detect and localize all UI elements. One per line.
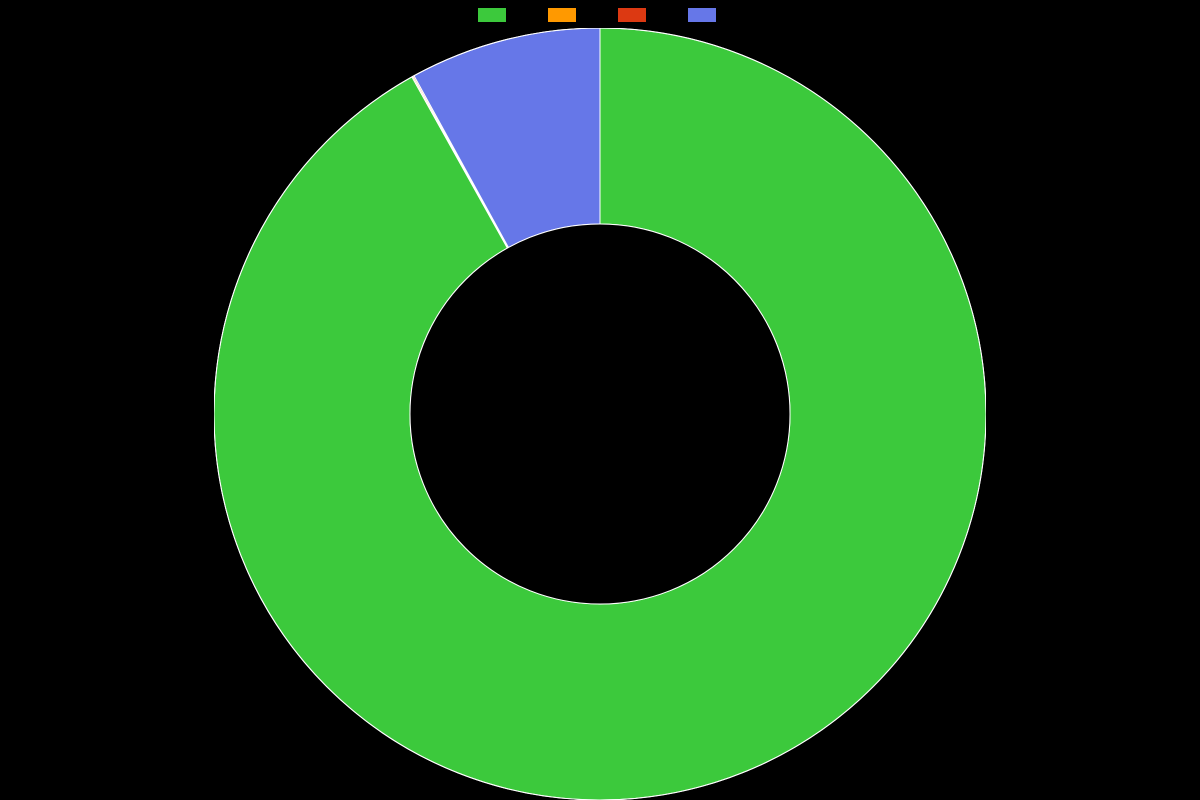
legend-swatch-1 (548, 8, 576, 22)
donut-chart (0, 0, 1200, 800)
donut-hole (410, 224, 790, 604)
legend-item-2[interactable] (618, 8, 652, 22)
legend-swatch-2 (618, 8, 646, 22)
legend-swatch-3 (688, 8, 716, 22)
legend-item-0[interactable] (478, 8, 512, 22)
donut-holder (214, 28, 986, 800)
legend-item-3[interactable] (688, 8, 722, 22)
legend-item-1[interactable] (548, 8, 582, 22)
legend (0, 8, 1200, 22)
donut-svg (214, 28, 986, 800)
legend-swatch-0 (478, 8, 506, 22)
